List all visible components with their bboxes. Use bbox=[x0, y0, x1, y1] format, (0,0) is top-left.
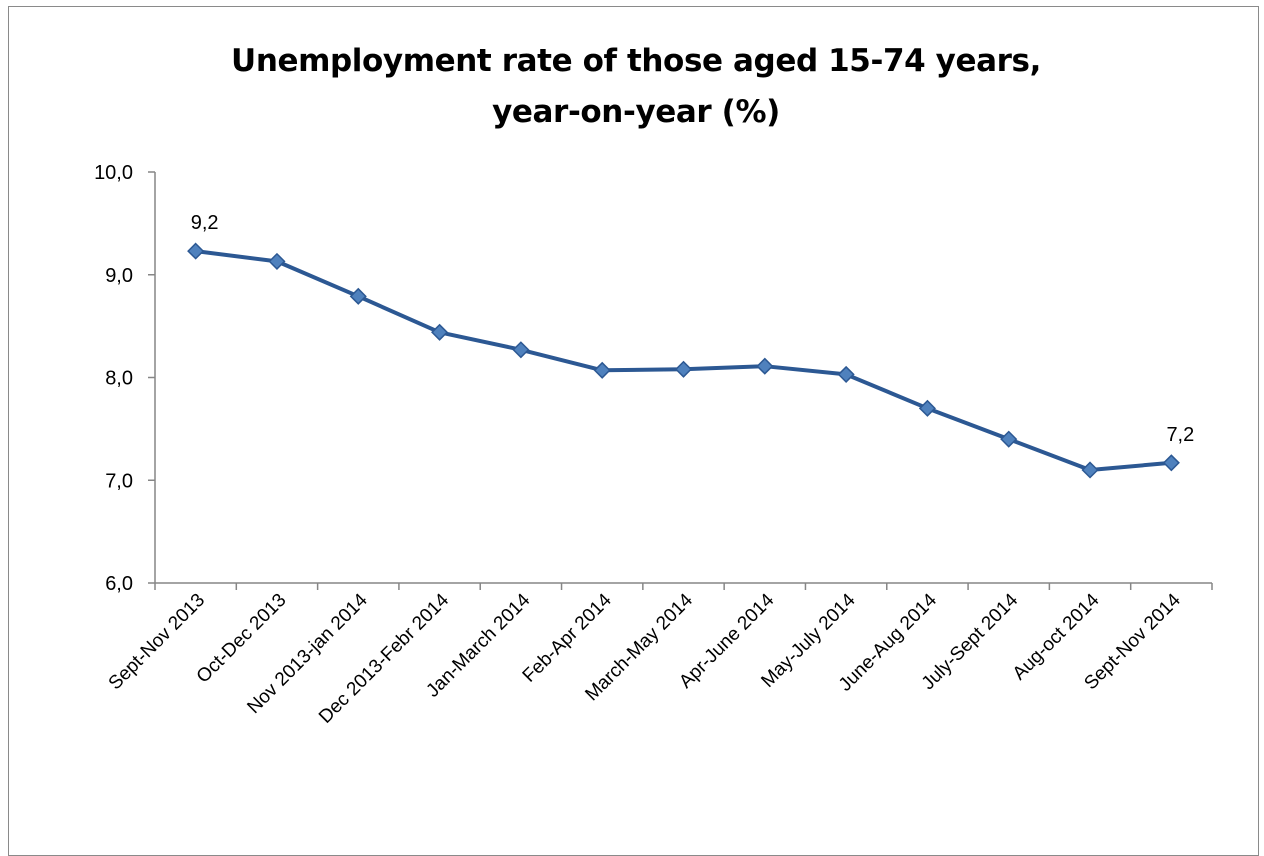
data-point bbox=[1000, 430, 1018, 448]
series-group bbox=[187, 242, 1180, 479]
data-point bbox=[512, 341, 530, 359]
data-label: 9,2 bbox=[191, 212, 219, 234]
y-tick-label: 10,0 bbox=[94, 162, 133, 184]
data-point bbox=[674, 360, 693, 378]
data-labels: 9,2 7,2 bbox=[191, 212, 1195, 446]
y-tick-label: 6,0 bbox=[105, 573, 133, 595]
data-point bbox=[918, 399, 936, 417]
x-tick-label: Sept-Nov 2013 bbox=[105, 590, 209, 694]
y-tick-label: 8,0 bbox=[105, 368, 133, 390]
data-point bbox=[1081, 461, 1099, 479]
data-point bbox=[593, 361, 611, 379]
data-point bbox=[1162, 454, 1180, 472]
chart-title: Unemployment rate of those aged 15-74 ye… bbox=[0, 36, 1264, 138]
data-point bbox=[756, 357, 774, 375]
chart-title-line-1: Unemployment rate of those aged 15-74 ye… bbox=[231, 43, 1041, 79]
data-point bbox=[837, 365, 855, 383]
data-label: 7,2 bbox=[1166, 424, 1194, 446]
y-axis-ticks: 6,0 7,0 8,0 9,0 10,0 bbox=[94, 162, 155, 595]
chart-title-line-2: year-on-year (%) bbox=[492, 94, 780, 130]
data-point bbox=[349, 287, 367, 305]
data-point bbox=[268, 252, 286, 270]
data-point bbox=[187, 242, 205, 260]
series-line bbox=[193, 249, 1174, 472]
data-point bbox=[431, 323, 449, 341]
y-tick-label: 7,0 bbox=[105, 470, 133, 492]
y-tick-label: 9,0 bbox=[105, 265, 133, 287]
chart-frame bbox=[8, 6, 1259, 856]
